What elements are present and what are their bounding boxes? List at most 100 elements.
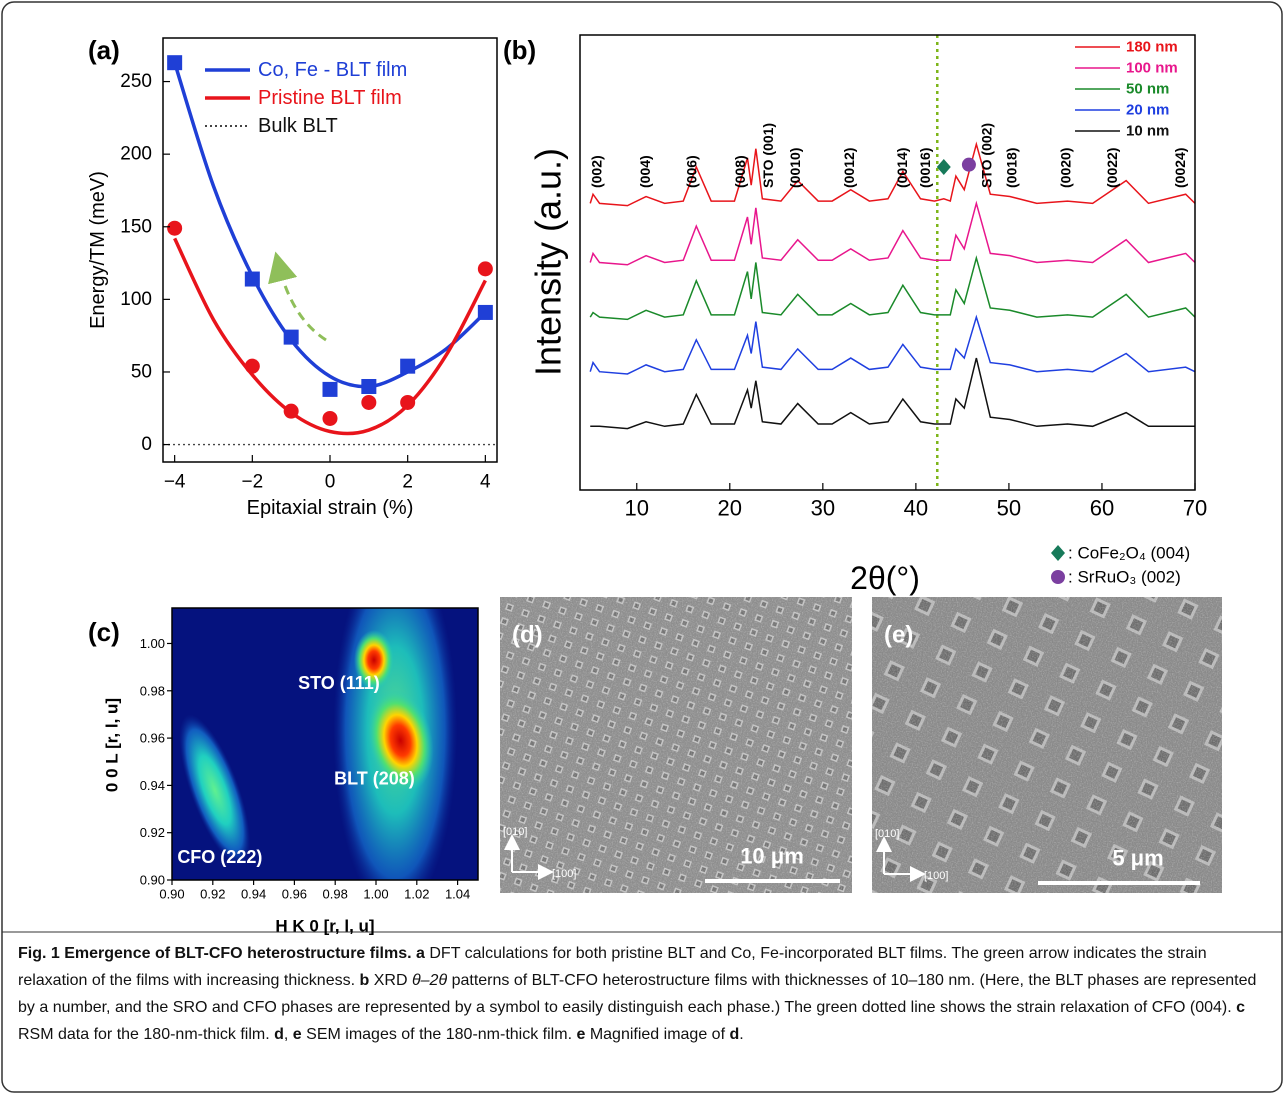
- fit-curve: [173, 237, 487, 436]
- scale-bar-label: 10 μm: [740, 844, 804, 869]
- data-point: [244, 358, 260, 374]
- data-point: [361, 378, 377, 394]
- phase-marker: [1051, 545, 1065, 561]
- x-tick-label: 20: [718, 496, 742, 521]
- x-tick-label: 0.94: [241, 887, 266, 902]
- sem-grain: [500, 597, 852, 893]
- peak-label: STO (002): [979, 123, 995, 188]
- legend-label: Bulk BLT: [258, 115, 338, 137]
- x-tick-label: 0.90: [159, 887, 184, 902]
- caption-text: patterns of BLT-CFO heterostructure film…: [18, 972, 1257, 1016]
- data-point: [167, 55, 183, 71]
- plot-frame: [579, 34, 1196, 491]
- plot-frame: [171, 607, 479, 881]
- data-point: [167, 220, 183, 236]
- caption-title: Fig. 1 Emergence of BLT-CFO heterostruct…: [18, 945, 412, 962]
- legend-label: 180 nm: [1126, 39, 1178, 56]
- caption-text: Magnified image of: [589, 1026, 726, 1043]
- caption-text: DFT calculations for both pristine BLT a…: [18, 945, 1207, 989]
- x-tick-label: 0.92: [200, 887, 225, 902]
- peak-label: (0018): [1004, 148, 1020, 188]
- y-tick-label: 250: [120, 71, 152, 92]
- y-tick-label: 0.90: [140, 873, 165, 888]
- legend-label: 10 nm: [1126, 123, 1169, 140]
- x-tick-label: 70: [1183, 496, 1207, 521]
- y-tick-label: 1.00: [140, 636, 165, 651]
- peak-label: (0012): [841, 148, 857, 188]
- rsm-peak: [353, 630, 394, 691]
- x-axis-title: H K 0 [r, l, u]: [275, 917, 374, 936]
- data-point: [244, 271, 260, 287]
- x-tick-label: 50: [997, 496, 1021, 521]
- xrd-trace: [589, 200, 1196, 266]
- caption-text: .: [739, 1026, 744, 1043]
- fit-curve: [172, 62, 487, 389]
- x-tick-label: 0.96: [282, 887, 307, 902]
- y-axis-title: Energy/TM (meV): [87, 171, 109, 329]
- peak-label: (0010): [787, 148, 803, 188]
- xrd-trace: [589, 141, 1196, 207]
- y-tick-label: 0.98: [140, 683, 165, 698]
- rsm-peak: [367, 689, 434, 792]
- caption-text: RSM data for the 180-nm-thick film.: [18, 1026, 270, 1043]
- x-tick-label: 60: [1090, 496, 1114, 521]
- data-point: [400, 358, 416, 374]
- xrd-trace: [589, 314, 1196, 375]
- x-tick-label: 2: [402, 472, 413, 493]
- axis-label: [100]: [924, 870, 948, 882]
- x-tick-label: 1.04: [445, 887, 470, 902]
- sem-image-d: (d) [010] [100] 10 μm: [500, 597, 852, 893]
- phase-marker: [1051, 570, 1065, 584]
- panel-label: (c): [88, 617, 120, 647]
- data-point: [477, 261, 493, 277]
- peak-label: (0014): [894, 148, 910, 188]
- caption-text: SEM images of the 180-nm-thick film.: [306, 1026, 573, 1043]
- peak-label: (008): [732, 155, 748, 188]
- peak-label: CFO (222): [177, 847, 262, 867]
- peak-label: BLT (208): [334, 768, 415, 788]
- y-axis-title: 0 0 L [r, l, u]: [103, 698, 122, 792]
- data-point: [322, 381, 338, 397]
- data-point: [477, 304, 493, 320]
- legend-label: 50 nm: [1126, 81, 1169, 98]
- peak-label: (0024): [1172, 148, 1188, 188]
- legend-label: 100 nm: [1126, 60, 1178, 77]
- axis-label: [010]: [875, 828, 899, 840]
- peak-label: (006): [684, 155, 700, 188]
- caption-ref: c: [1236, 999, 1246, 1016]
- phase-marker: [961, 157, 976, 172]
- caption-ref: e: [292, 1026, 302, 1043]
- rsm-peak: [179, 714, 251, 866]
- y-tick-label: 0: [141, 434, 152, 455]
- y-axis-title: Intensity (a.u.): [528, 148, 569, 376]
- legend-label: Pristine BLT film: [258, 87, 402, 109]
- caption-text: XRD: [373, 972, 408, 989]
- phase-marker: [936, 158, 951, 175]
- y-tick-label: 0.92: [140, 825, 165, 840]
- y-tick-label: 150: [120, 216, 152, 237]
- caption: Fig. 1 Emergence of BLT-CFO heterostruct…: [18, 940, 1268, 1048]
- image-label: (d): [512, 622, 543, 649]
- data-point: [322, 410, 338, 426]
- marker-legend-label: : SrRuO₃ (002): [1068, 568, 1181, 587]
- y-tick-label: 50: [131, 361, 152, 382]
- caption-text: θ–2θ: [411, 972, 448, 989]
- peak-label: (0020): [1058, 148, 1074, 188]
- x-axis-title: 2θ(°): [850, 560, 920, 596]
- x-tick-label: 4: [480, 472, 491, 493]
- panel-label: (a): [88, 35, 120, 65]
- caption-text: ,: [283, 1026, 289, 1043]
- x-tick-label: 0: [325, 472, 336, 493]
- y-tick-label: 100: [120, 289, 152, 310]
- caption-ref: d: [274, 1026, 284, 1043]
- data-point: [400, 394, 416, 410]
- caption-ref: d: [729, 1026, 740, 1043]
- scale-bar-label: 5 μm: [1112, 846, 1163, 871]
- x-tick-label: 1.02: [404, 887, 429, 902]
- sem-grain: [872, 597, 1222, 893]
- data-point: [361, 394, 377, 410]
- xrd-trace: [589, 255, 1196, 321]
- peak-label: (0022): [1104, 148, 1120, 188]
